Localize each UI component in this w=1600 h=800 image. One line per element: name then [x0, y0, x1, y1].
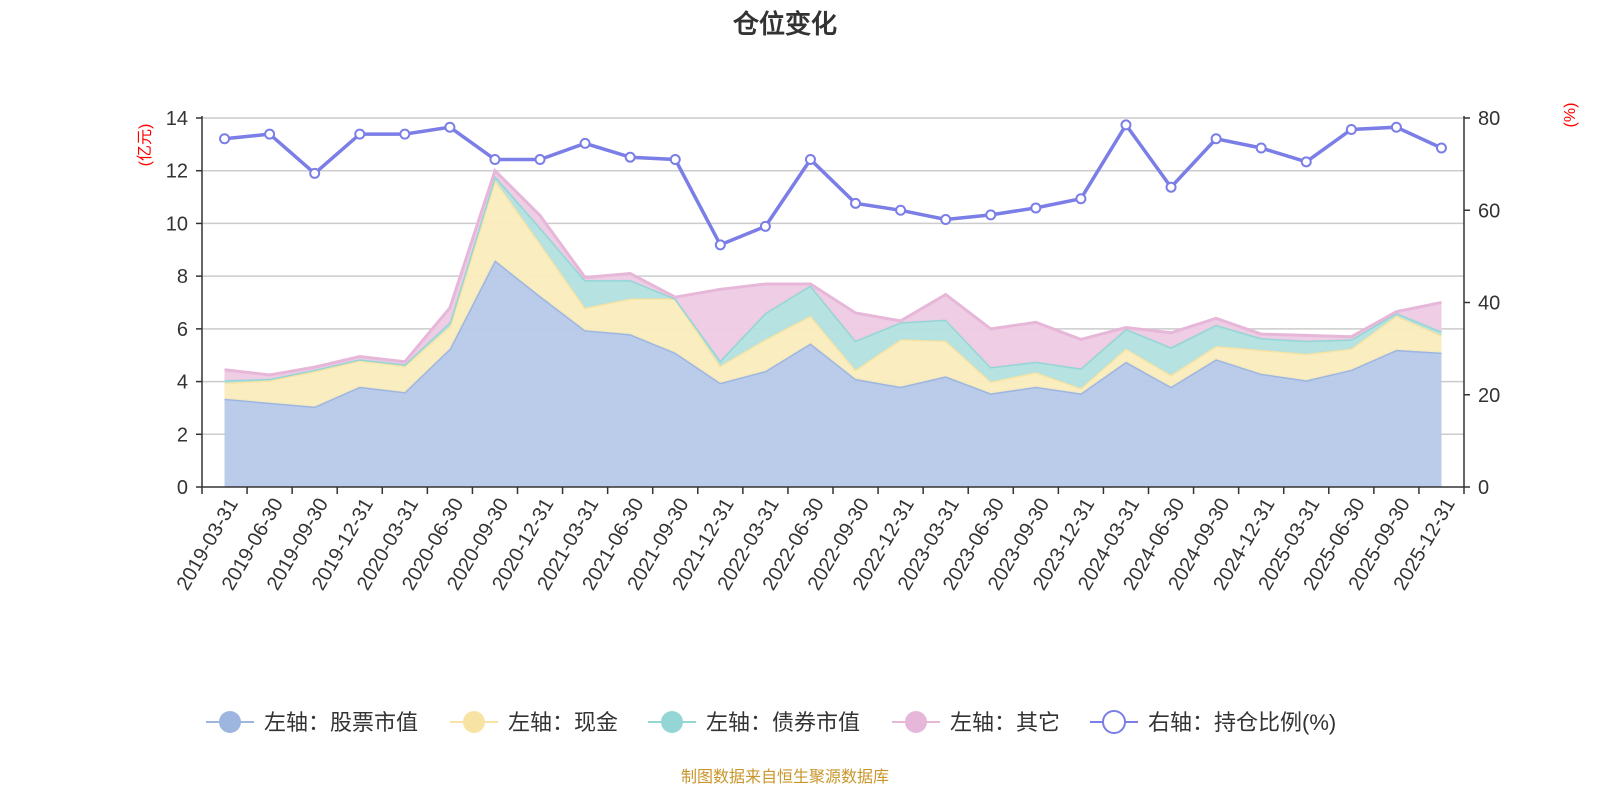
- right-tick-label-3: 60: [1478, 200, 1500, 222]
- right-tick-label-4: 80: [1478, 108, 1500, 130]
- ratio-point-21[interactable]: [1165, 181, 1177, 193]
- data-source-note: 制图数据来自恒生聚源数据库: [681, 768, 889, 786]
- ratio-point-18[interactable]: [1030, 202, 1042, 214]
- ratio-point-7[interactable]: [534, 154, 546, 166]
- legend-item-4[interactable]: 右轴：持仓比例(%): [1090, 710, 1336, 735]
- left-axis-unit: (亿元): [136, 124, 154, 167]
- legend-marker-1: [463, 711, 485, 733]
- ratio-point-16[interactable]: [940, 213, 952, 225]
- legend-item-1[interactable]: 左轴：现金: [450, 710, 618, 735]
- ratio-point-14[interactable]: [850, 197, 862, 209]
- legend-marker-4: [1102, 710, 1126, 734]
- left-tick-label-5: 10: [166, 213, 188, 235]
- ratio-point-23[interactable]: [1255, 142, 1267, 154]
- ratio-point-20[interactable]: [1120, 119, 1132, 131]
- ratio-point-17[interactable]: [985, 209, 997, 221]
- ratio-point-11[interactable]: [714, 239, 726, 251]
- legend-marker-0: [219, 711, 241, 733]
- ratio-point-8[interactable]: [579, 137, 591, 149]
- ratio-point-27[interactable]: [1435, 142, 1447, 154]
- ratio-point-6[interactable]: [489, 154, 501, 166]
- area-series-1: [224, 179, 1442, 407]
- legend-label-2: 左轴：债券市值: [706, 710, 860, 735]
- legend-marker-2: [661, 711, 683, 733]
- area-series-3-edge: [224, 167, 1442, 377]
- legend[interactable]: 左轴：股票市值 左轴：现金 左轴：债券市值 左轴：其它 右轴：持仓比例(%): [206, 710, 1336, 735]
- right-tick-label-0: 0: [1478, 477, 1489, 499]
- ratio-point-26[interactable]: [1390, 121, 1402, 133]
- ratio-point-2[interactable]: [309, 167, 321, 179]
- ratio-point-3[interactable]: [354, 128, 366, 140]
- legend-label-1: 左轴：现金: [508, 710, 618, 735]
- ratio-line: [219, 119, 1447, 251]
- left-tick-label-3: 6: [177, 319, 188, 341]
- left-tick-label-1: 2: [177, 424, 188, 446]
- left-tick-label-0: 0: [177, 477, 188, 499]
- ratio-point-12[interactable]: [759, 220, 771, 232]
- chart-title: 仓位变化: [732, 9, 837, 39]
- ratio-point-25[interactable]: [1345, 124, 1357, 136]
- left-tick-label-4: 8: [177, 266, 188, 288]
- legend-item-2[interactable]: 左轴：债券市值: [648, 710, 860, 735]
- ratio-point-0[interactable]: [219, 133, 231, 145]
- ratio-series-line: [224, 121, 1443, 248]
- right-tick-label-1: 20: [1478, 385, 1500, 407]
- legend-label-4: 右轴：持仓比例(%): [1148, 710, 1336, 735]
- ratio-point-15[interactable]: [895, 204, 907, 216]
- ratio-point-4[interactable]: [399, 128, 411, 140]
- left-tick-label-2: 4: [177, 372, 188, 394]
- right-axis-unit: (%): [1562, 103, 1579, 128]
- ratio-point-5[interactable]: [444, 121, 456, 133]
- legend-label-3: 左轴：其它: [950, 710, 1060, 735]
- ratio-point-13[interactable]: [804, 154, 816, 166]
- legend-label-0: 左轴：股票市值: [264, 710, 418, 735]
- ratio-point-9[interactable]: [624, 151, 636, 163]
- legend-item-0[interactable]: 左轴：股票市值: [206, 710, 418, 735]
- ratio-point-22[interactable]: [1210, 133, 1222, 145]
- ratio-point-1[interactable]: [264, 128, 276, 140]
- left-tick-label-6: 12: [166, 161, 188, 183]
- right-tick-label-2: 40: [1478, 293, 1500, 315]
- area-series-0: [224, 260, 1442, 487]
- legend-item-3[interactable]: 左轴：其它: [892, 710, 1060, 735]
- ratio-point-24[interactable]: [1300, 156, 1312, 168]
- stacked-areas: [224, 167, 1443, 487]
- legend-marker-3: [905, 711, 927, 733]
- area-series-2: [224, 176, 1442, 389]
- ratio-point-10[interactable]: [669, 154, 681, 166]
- left-tick-label-7: 14: [166, 108, 188, 130]
- ratio-point-19[interactable]: [1075, 193, 1087, 205]
